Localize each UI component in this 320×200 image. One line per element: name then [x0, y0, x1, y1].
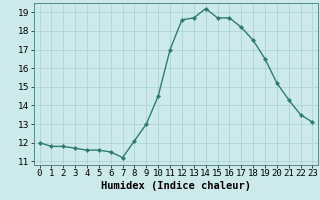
X-axis label: Humidex (Indice chaleur): Humidex (Indice chaleur) [101, 181, 251, 191]
